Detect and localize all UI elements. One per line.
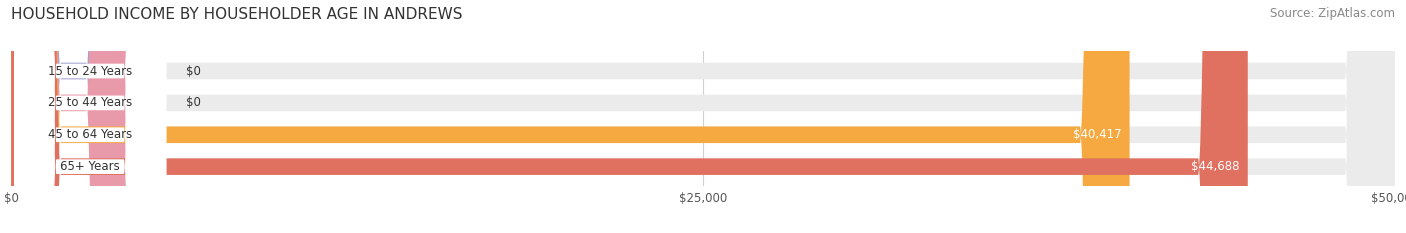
Text: 45 to 64 Years: 45 to 64 Years (48, 128, 132, 141)
FancyBboxPatch shape (11, 0, 136, 233)
Text: $40,417: $40,417 (1073, 128, 1122, 141)
Text: $0: $0 (186, 96, 201, 110)
Text: $44,688: $44,688 (1191, 160, 1240, 173)
Text: 25 to 44 Years: 25 to 44 Years (48, 96, 132, 110)
FancyBboxPatch shape (14, 0, 166, 233)
FancyBboxPatch shape (11, 0, 136, 233)
Text: 65+ Years: 65+ Years (60, 160, 120, 173)
FancyBboxPatch shape (11, 0, 1395, 233)
Text: Source: ZipAtlas.com: Source: ZipAtlas.com (1270, 7, 1395, 20)
FancyBboxPatch shape (14, 0, 166, 233)
Text: 15 to 24 Years: 15 to 24 Years (48, 65, 132, 78)
FancyBboxPatch shape (11, 0, 1395, 233)
FancyBboxPatch shape (11, 0, 1247, 233)
Text: HOUSEHOLD INCOME BY HOUSEHOLDER AGE IN ANDREWS: HOUSEHOLD INCOME BY HOUSEHOLDER AGE IN A… (11, 7, 463, 22)
FancyBboxPatch shape (11, 0, 1129, 233)
FancyBboxPatch shape (14, 0, 166, 233)
FancyBboxPatch shape (11, 0, 1395, 233)
Text: $0: $0 (186, 65, 201, 78)
FancyBboxPatch shape (11, 0, 1395, 233)
FancyBboxPatch shape (14, 0, 166, 233)
